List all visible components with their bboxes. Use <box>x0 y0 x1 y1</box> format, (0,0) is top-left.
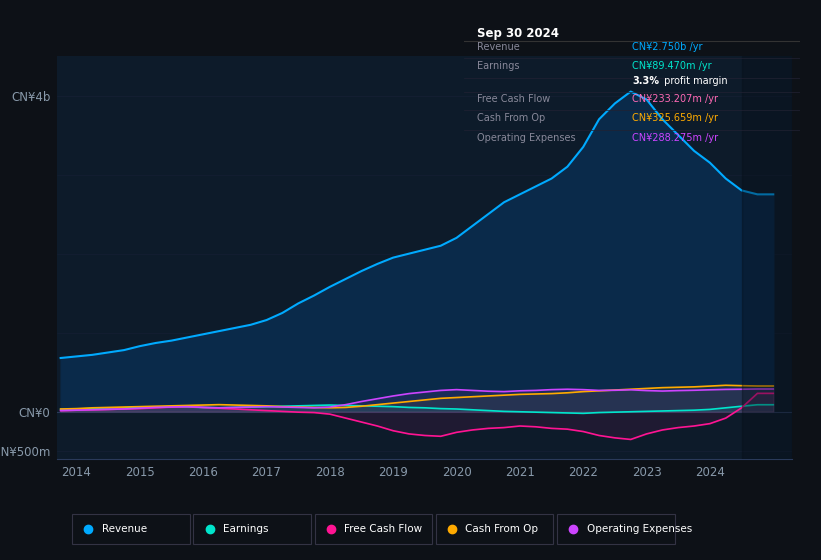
Text: Operating Expenses: Operating Expenses <box>477 133 576 143</box>
Text: Cash From Op: Cash From Op <box>477 113 546 123</box>
Text: Revenue: Revenue <box>102 524 147 534</box>
Text: Sep 30 2024: Sep 30 2024 <box>477 27 559 40</box>
Text: Free Cash Flow: Free Cash Flow <box>477 94 551 104</box>
Text: 3.3%: 3.3% <box>632 76 659 86</box>
Text: Free Cash Flow: Free Cash Flow <box>344 524 422 534</box>
Text: CN¥233.207m /yr: CN¥233.207m /yr <box>632 94 718 104</box>
Text: Revenue: Revenue <box>477 42 520 52</box>
Text: profit margin: profit margin <box>661 76 727 86</box>
Text: Earnings: Earnings <box>477 62 520 71</box>
Bar <box>741 56 792 459</box>
Text: CN¥288.275m /yr: CN¥288.275m /yr <box>632 133 718 143</box>
Text: CN¥89.470m /yr: CN¥89.470m /yr <box>632 62 712 71</box>
Text: Operating Expenses: Operating Expenses <box>586 524 692 534</box>
Text: CN¥325.659m /yr: CN¥325.659m /yr <box>632 113 718 123</box>
Text: Cash From Op: Cash From Op <box>466 524 539 534</box>
Text: Earnings: Earnings <box>222 524 268 534</box>
Text: CN¥2.750b /yr: CN¥2.750b /yr <box>632 42 703 52</box>
